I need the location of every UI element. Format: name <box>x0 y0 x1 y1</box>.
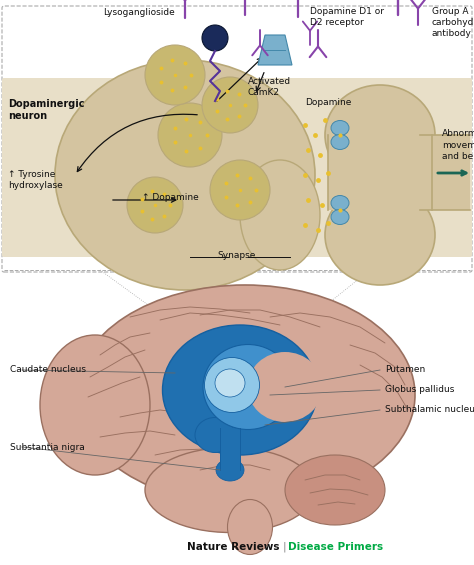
Ellipse shape <box>204 358 259 412</box>
Ellipse shape <box>331 210 349 224</box>
Text: Nature Reviews: Nature Reviews <box>188 542 280 552</box>
Text: Dopamine: Dopamine <box>305 98 351 107</box>
Ellipse shape <box>75 285 415 505</box>
Ellipse shape <box>195 418 235 453</box>
FancyBboxPatch shape <box>2 78 472 257</box>
Text: Dopaminergic
neuron: Dopaminergic neuron <box>8 99 84 121</box>
Circle shape <box>145 45 205 105</box>
Ellipse shape <box>325 85 435 185</box>
Text: Synapse: Synapse <box>218 251 256 260</box>
Ellipse shape <box>325 185 435 285</box>
Ellipse shape <box>240 160 320 270</box>
Ellipse shape <box>247 352 322 422</box>
Text: Abnormal
movements
and behaviours: Abnormal movements and behaviours <box>442 129 474 160</box>
FancyBboxPatch shape <box>328 135 432 210</box>
Text: Putamen: Putamen <box>385 366 425 375</box>
Text: Subthalamic nucleus: Subthalamic nucleus <box>385 406 474 415</box>
Ellipse shape <box>203 345 293 429</box>
Text: Group A
carbohydrate-specific
antibody: Group A carbohydrate-specific antibody <box>432 7 474 38</box>
Circle shape <box>210 160 270 220</box>
Circle shape <box>202 25 228 51</box>
Ellipse shape <box>216 459 244 481</box>
Polygon shape <box>258 35 292 65</box>
Ellipse shape <box>331 195 349 211</box>
Ellipse shape <box>228 499 273 554</box>
Ellipse shape <box>163 325 318 455</box>
Circle shape <box>127 177 183 233</box>
FancyBboxPatch shape <box>2 6 472 272</box>
Text: Caudate nucleus: Caudate nucleus <box>10 366 86 375</box>
Text: Lysoganglioside: Lysoganglioside <box>103 8 175 17</box>
Text: Activated
CamK2: Activated CamK2 <box>248 77 291 97</box>
Text: Globus pallidus: Globus pallidus <box>385 385 455 394</box>
Ellipse shape <box>331 134 349 150</box>
Text: Substantia nigra: Substantia nigra <box>10 442 85 451</box>
Ellipse shape <box>215 369 245 397</box>
Circle shape <box>158 103 222 167</box>
Text: Disease Primers: Disease Primers <box>288 542 383 552</box>
Ellipse shape <box>40 335 150 475</box>
FancyBboxPatch shape <box>420 135 470 210</box>
Circle shape <box>202 77 258 133</box>
FancyBboxPatch shape <box>220 428 240 470</box>
Text: |: | <box>282 542 286 552</box>
Text: ↑ Dopamine: ↑ Dopamine <box>142 193 199 202</box>
Text: ↑ Tyrosine
hydroxylase: ↑ Tyrosine hydroxylase <box>8 170 63 190</box>
Ellipse shape <box>145 447 315 532</box>
Text: Dopamine D1 or
D2 receptor: Dopamine D1 or D2 receptor <box>310 7 384 27</box>
Ellipse shape <box>331 120 349 136</box>
Ellipse shape <box>55 60 315 290</box>
Ellipse shape <box>285 455 385 525</box>
